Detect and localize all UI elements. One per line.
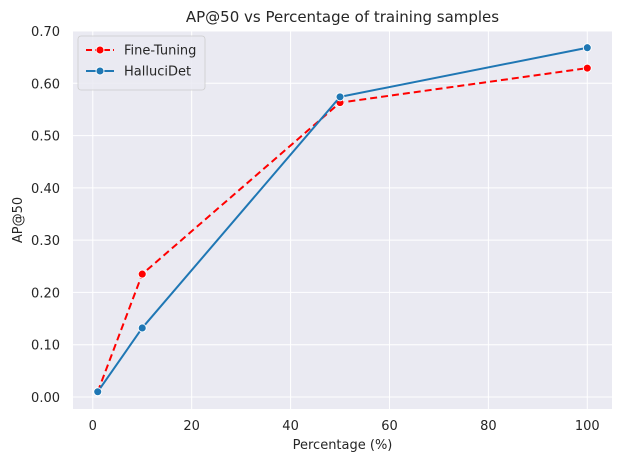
data-point-hallucidet xyxy=(335,92,345,102)
y-tick-label: 0.40 xyxy=(31,182,60,197)
legend-label-hallucidet: HalluciDet xyxy=(124,65,191,80)
series-line-hallucidet xyxy=(96,46,588,393)
y-tick-label: 0.70 xyxy=(31,25,60,40)
data-point-fine-tuning xyxy=(137,269,147,279)
legend-marker-hallucidet xyxy=(95,66,105,76)
legend-marker-fine-tuning xyxy=(95,45,105,55)
x-axis-label: Percentage (%) xyxy=(293,438,393,453)
y-tick-label: 0.50 xyxy=(31,130,60,145)
x-tick-label: 80 xyxy=(480,419,497,434)
x-tick-label: 100 xyxy=(575,419,600,434)
y-tick-label: 0.00 xyxy=(31,391,60,406)
data-point-hallucidet xyxy=(137,323,147,333)
y-ticks: 0.00 0.10 0.20 0.30 0.40 0.50 0.60 0.70 xyxy=(31,25,60,406)
series-layer xyxy=(93,43,592,397)
grid xyxy=(73,30,612,409)
legend: Fine-Tuning HalluciDet xyxy=(77,35,206,91)
series-hallucidet xyxy=(93,43,592,397)
x-tick-label: 40 xyxy=(282,419,299,434)
data-point-fine-tuning xyxy=(582,63,592,73)
x-tick-label: 0 xyxy=(89,419,97,434)
y-tick-label: 0.20 xyxy=(31,286,60,301)
data-point-hallucidet xyxy=(582,43,592,53)
x-tick-label: 20 xyxy=(183,419,200,434)
y-tick-label: 0.30 xyxy=(31,234,60,249)
y-tick-label: 0.60 xyxy=(31,77,60,92)
data-point-hallucidet xyxy=(93,387,103,397)
legend-label-fine-tuning: Fine-Tuning xyxy=(124,44,196,59)
chart-title: AP@50 vs Percentage of training samples xyxy=(186,8,499,26)
series-line-fine-tuning xyxy=(96,67,588,393)
x-ticks: 0 20 40 60 80 100 xyxy=(89,419,600,434)
y-axis-label: AP@50 xyxy=(11,197,26,243)
x-tick-label: 60 xyxy=(381,419,398,434)
y-tick-label: 0.10 xyxy=(31,339,60,354)
